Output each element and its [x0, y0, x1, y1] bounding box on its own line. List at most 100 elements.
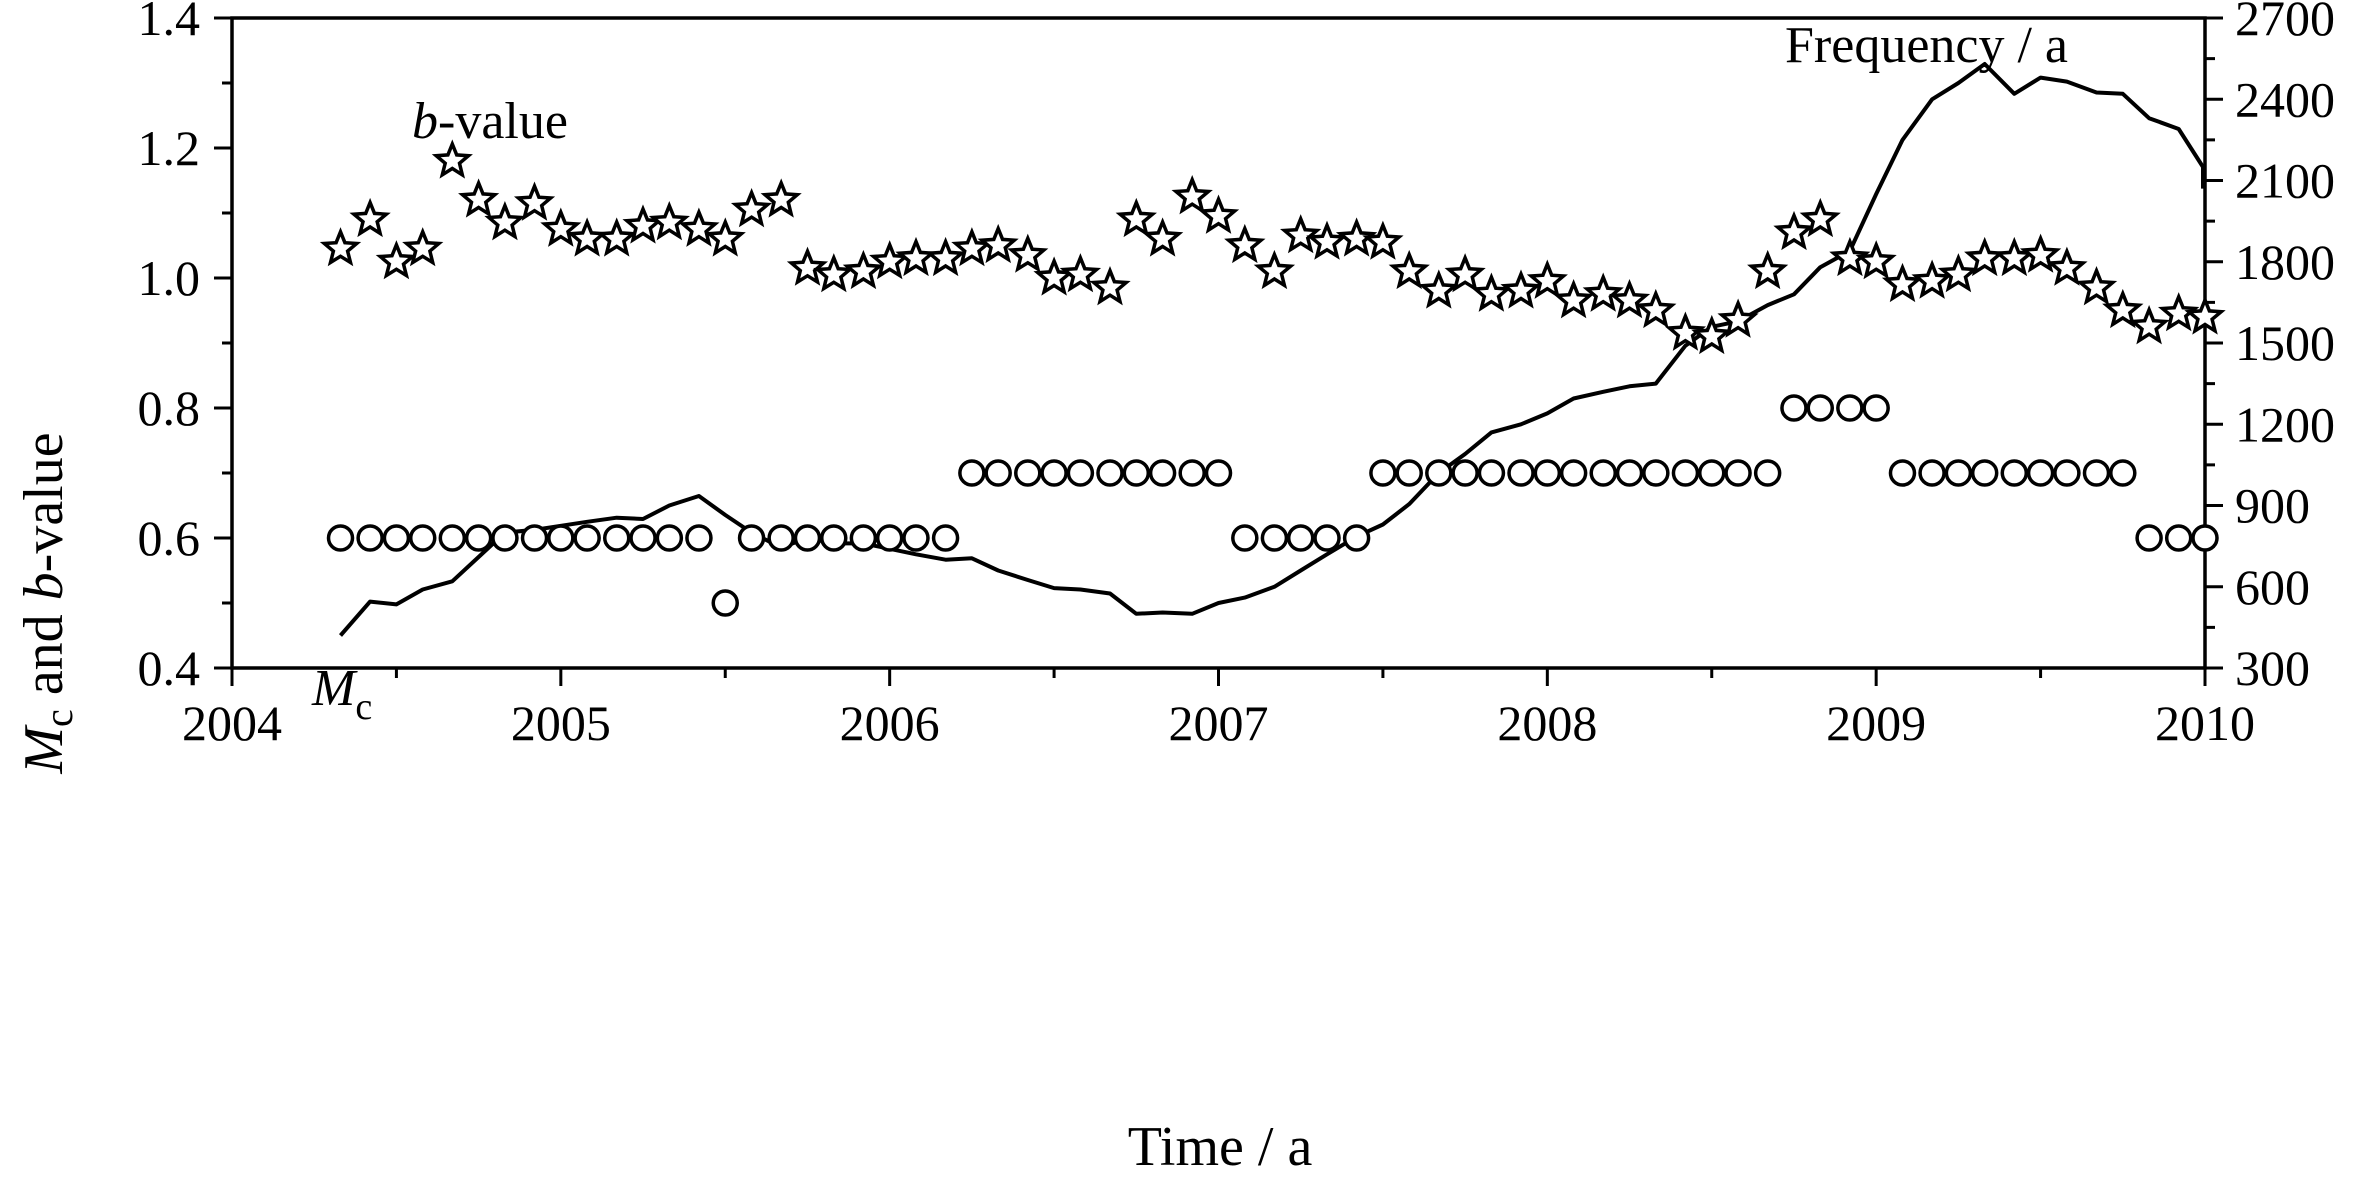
- mc-point: [1068, 461, 1092, 485]
- mc-point: [1016, 461, 1040, 485]
- b-value-annotation: b-value: [412, 93, 568, 150]
- mc-point: [631, 526, 655, 550]
- y-right-tick-label: 2100: [2235, 153, 2335, 209]
- b-value-point: [1285, 219, 1317, 250]
- b-value-point: [1475, 277, 1507, 308]
- x-tick-label: 2006: [840, 695, 940, 751]
- b-value-point: [735, 193, 767, 224]
- mc-point: [657, 526, 681, 550]
- b-value-point: [1012, 238, 1044, 269]
- b-value-point: [2051, 251, 2083, 282]
- y-left-tick-label: 1.0: [138, 250, 201, 306]
- b-value-point: [1942, 258, 1974, 289]
- x-tick-label: 2008: [1497, 695, 1597, 751]
- mc-point: [2084, 461, 2108, 485]
- b-value-point: [1886, 268, 1918, 299]
- b-value-point: [518, 186, 550, 217]
- mc-point: [1973, 461, 1997, 485]
- mc-point: [575, 526, 599, 550]
- y-left-tick-label: 0.4: [138, 640, 201, 696]
- mc-point: [411, 526, 435, 550]
- mc-point: [1535, 461, 1559, 485]
- mc-point: [1673, 461, 1697, 485]
- b-value-point: [1258, 255, 1290, 286]
- mc-point: [1864, 396, 1888, 420]
- frequency-annotation: Frequency / a: [1785, 17, 2068, 74]
- x-tick-label: 2005: [511, 695, 611, 751]
- mc-point: [1644, 461, 1668, 485]
- mc-point: [687, 526, 711, 550]
- mc-point: [1098, 461, 1122, 485]
- mc-series: [329, 396, 2217, 615]
- b-value-point: [1860, 245, 1892, 276]
- mc-point: [1042, 461, 1066, 485]
- y-right-tick-label: 600: [2235, 559, 2310, 615]
- b-value-point: [324, 232, 356, 263]
- mc-annotation: Mc: [311, 660, 372, 728]
- y-left-tick-label: 1.4: [138, 0, 201, 46]
- mc-point: [1890, 461, 1914, 485]
- mc-point: [605, 526, 629, 550]
- y-left-tick-label: 1.2: [138, 120, 201, 176]
- x-tick-label: 2009: [1826, 695, 1926, 751]
- mc-point: [1207, 461, 1231, 485]
- b-value-point: [2080, 271, 2112, 302]
- b-value-point: [765, 183, 797, 214]
- mc-point: [904, 526, 928, 550]
- b-value-point: [982, 229, 1014, 260]
- mc-point: [384, 526, 408, 550]
- b-value-point: [1587, 277, 1619, 308]
- mc-point: [851, 526, 875, 550]
- mc-point: [1838, 396, 1862, 420]
- b-value-point: [956, 232, 988, 263]
- mc-point: [1700, 461, 1724, 485]
- b-value-point: [1038, 261, 1070, 292]
- mc-point: [1726, 461, 1750, 485]
- b-value-point: [1064, 258, 1096, 289]
- mc-point: [2167, 526, 2191, 550]
- mc-point: [1151, 461, 1175, 485]
- x-axis-title: Time / a: [1128, 1116, 1313, 1177]
- x-tick-label: 2004: [182, 695, 282, 751]
- b-value-point: [489, 206, 521, 237]
- b-value-point: [1176, 180, 1208, 211]
- mc-point: [1946, 461, 1970, 485]
- mc-point: [1479, 461, 1503, 485]
- mc-point: [2029, 461, 2053, 485]
- mc-point: [713, 591, 737, 615]
- y-right-tick-label: 900: [2235, 478, 2310, 534]
- mc-point: [329, 526, 353, 550]
- mc-point: [1180, 461, 1204, 485]
- b-value-point: [1120, 203, 1152, 234]
- mc-point: [960, 461, 984, 485]
- mc-point: [440, 526, 464, 550]
- b-value-point: [1998, 242, 2030, 273]
- b-value-point: [1229, 229, 1261, 260]
- mc-point: [986, 461, 1010, 485]
- y-right-tick-label: 2700: [2235, 0, 2335, 46]
- b-value-series: [324, 144, 2221, 350]
- b-value-point: [463, 183, 495, 214]
- mc-point: [1920, 461, 1944, 485]
- mc-point: [740, 526, 764, 550]
- mc-point: [1618, 461, 1642, 485]
- mc-point: [2111, 461, 2135, 485]
- b-value-point: [900, 242, 932, 273]
- mc-point: [2137, 526, 2161, 550]
- mc-point: [795, 526, 819, 550]
- mc-point: [878, 526, 902, 550]
- mc-point: [2193, 526, 2217, 550]
- mc-point: [1371, 461, 1395, 485]
- y-right-tick-label: 1200: [2235, 396, 2335, 452]
- mc-point: [467, 526, 491, 550]
- b-value-point: [1531, 264, 1563, 295]
- b-value-point: [1752, 255, 1784, 286]
- mc-point: [822, 526, 846, 550]
- mc-point: [1509, 461, 1533, 485]
- y-axis-left-title: Mc and b-value: [13, 432, 81, 774]
- mc-point: [1289, 526, 1313, 550]
- b-value-point: [380, 245, 412, 276]
- mc-point: [1782, 396, 1806, 420]
- b-value-point: [1146, 222, 1178, 253]
- mc-point: [2055, 461, 2079, 485]
